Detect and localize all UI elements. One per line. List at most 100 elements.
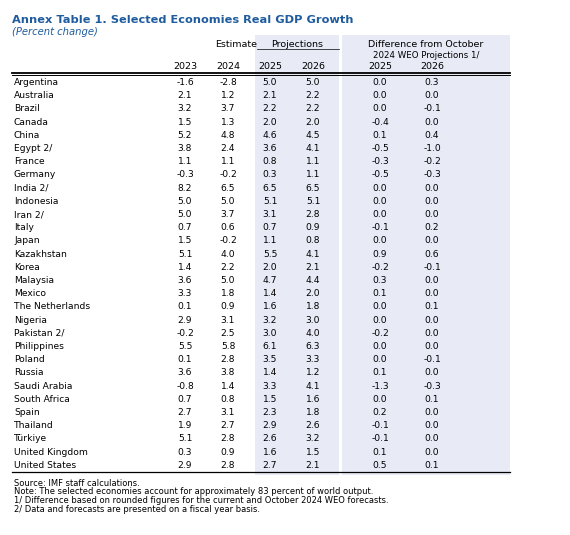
Text: 4.5: 4.5 bbox=[306, 131, 320, 140]
Text: 0.0: 0.0 bbox=[425, 369, 439, 377]
Text: -0.3: -0.3 bbox=[176, 171, 194, 179]
Bar bbox=[255, 35, 339, 475]
Text: 5.8: 5.8 bbox=[221, 342, 235, 351]
Text: 5.0: 5.0 bbox=[263, 78, 277, 87]
Text: 0.7: 0.7 bbox=[263, 223, 277, 232]
Text: Brazil: Brazil bbox=[14, 104, 40, 113]
Text: 3.5: 3.5 bbox=[263, 355, 277, 364]
Text: 3.6: 3.6 bbox=[178, 369, 192, 377]
Text: 0.0: 0.0 bbox=[425, 184, 439, 193]
Text: 4.1: 4.1 bbox=[306, 144, 320, 153]
Text: -0.3: -0.3 bbox=[371, 157, 389, 166]
Text: 0.0: 0.0 bbox=[425, 329, 439, 338]
Text: (Percent change): (Percent change) bbox=[12, 27, 98, 37]
Text: 0.1: 0.1 bbox=[178, 355, 192, 364]
Text: 0.7: 0.7 bbox=[178, 395, 192, 404]
Text: 3.1: 3.1 bbox=[263, 210, 277, 219]
Text: 0.7: 0.7 bbox=[178, 223, 192, 232]
Text: 1.4: 1.4 bbox=[263, 369, 277, 377]
Text: 4.0: 4.0 bbox=[306, 329, 320, 338]
Text: 2.2: 2.2 bbox=[306, 104, 320, 113]
Text: Note: The selected economies account for approximately 83 percent of world outpu: Note: The selected economies account for… bbox=[14, 487, 373, 496]
Text: 2.2: 2.2 bbox=[221, 263, 235, 272]
Text: 0.3: 0.3 bbox=[425, 78, 439, 87]
Text: 0.9: 0.9 bbox=[373, 250, 387, 258]
Text: 5.1: 5.1 bbox=[178, 250, 192, 258]
Text: 2.1: 2.1 bbox=[263, 91, 277, 100]
Text: 0.4: 0.4 bbox=[425, 131, 439, 140]
Text: 0.0: 0.0 bbox=[425, 118, 439, 127]
Text: 1.8: 1.8 bbox=[306, 302, 320, 311]
Text: -0.2: -0.2 bbox=[423, 157, 441, 166]
Text: Malaysia: Malaysia bbox=[14, 276, 54, 285]
Text: China: China bbox=[14, 131, 40, 140]
Text: 2.8: 2.8 bbox=[306, 210, 320, 219]
Text: Australia: Australia bbox=[14, 91, 55, 100]
Text: 5.5: 5.5 bbox=[178, 342, 192, 351]
Text: -0.2: -0.2 bbox=[219, 171, 237, 179]
Text: 2.9: 2.9 bbox=[178, 316, 192, 325]
Text: 3.7: 3.7 bbox=[221, 104, 235, 113]
Text: 2.4: 2.4 bbox=[221, 144, 235, 153]
Text: 0.6: 0.6 bbox=[425, 250, 439, 258]
Text: 0.0: 0.0 bbox=[373, 184, 387, 193]
Text: 8.2: 8.2 bbox=[178, 184, 192, 193]
Text: 4.4: 4.4 bbox=[306, 276, 320, 285]
Text: 2024 WEO Projections 1/: 2024 WEO Projections 1/ bbox=[373, 51, 479, 60]
Text: 0.0: 0.0 bbox=[373, 91, 387, 100]
Text: -0.1: -0.1 bbox=[371, 223, 389, 232]
Text: Indonesia: Indonesia bbox=[14, 197, 59, 206]
Text: 3.7: 3.7 bbox=[221, 210, 235, 219]
Text: 6.5: 6.5 bbox=[221, 184, 235, 193]
Text: 3.2: 3.2 bbox=[263, 316, 277, 325]
Text: 2023: 2023 bbox=[173, 62, 197, 71]
Text: Thailand: Thailand bbox=[14, 421, 54, 430]
Text: 1.5: 1.5 bbox=[178, 118, 192, 127]
Text: 4.6: 4.6 bbox=[263, 131, 278, 140]
Text: 3.2: 3.2 bbox=[178, 104, 192, 113]
Text: 1.8: 1.8 bbox=[221, 289, 235, 298]
Text: 2.2: 2.2 bbox=[263, 104, 278, 113]
Text: 2.5: 2.5 bbox=[221, 329, 235, 338]
Text: 0.0: 0.0 bbox=[425, 448, 439, 456]
Text: 5.0: 5.0 bbox=[178, 197, 192, 206]
Text: 3.8: 3.8 bbox=[178, 144, 192, 153]
Text: 2.7: 2.7 bbox=[221, 421, 235, 430]
Text: 2.9: 2.9 bbox=[263, 421, 277, 430]
Text: -0.3: -0.3 bbox=[423, 381, 441, 391]
Text: 1/ Difference based on rounded figures for the current and October 2024 WEO fore: 1/ Difference based on rounded figures f… bbox=[14, 496, 389, 505]
Text: 0.1: 0.1 bbox=[373, 289, 387, 298]
Text: 0.0: 0.0 bbox=[425, 316, 439, 325]
Text: 2.3: 2.3 bbox=[263, 408, 277, 417]
Text: 1.5: 1.5 bbox=[178, 236, 192, 246]
Text: -0.2: -0.2 bbox=[176, 329, 194, 338]
Text: 1.5: 1.5 bbox=[263, 395, 277, 404]
Text: 1.6: 1.6 bbox=[306, 395, 320, 404]
Text: 3.0: 3.0 bbox=[263, 329, 277, 338]
Text: 1.8: 1.8 bbox=[306, 408, 320, 417]
Text: -2.8: -2.8 bbox=[219, 78, 237, 87]
Text: 0.8: 0.8 bbox=[263, 157, 277, 166]
Text: 1.1: 1.1 bbox=[178, 157, 192, 166]
Text: 0.8: 0.8 bbox=[306, 236, 320, 246]
Text: Annex Table 1. Selected Economies Real GDP Growth: Annex Table 1. Selected Economies Real G… bbox=[12, 15, 353, 25]
Text: 0.0: 0.0 bbox=[425, 434, 439, 444]
Text: 3.6: 3.6 bbox=[263, 144, 277, 153]
Text: 2.8: 2.8 bbox=[221, 461, 235, 470]
Text: Estimate: Estimate bbox=[215, 40, 257, 49]
Text: 2025: 2025 bbox=[368, 62, 392, 71]
Text: 0.0: 0.0 bbox=[373, 302, 387, 311]
Text: 2.6: 2.6 bbox=[306, 421, 320, 430]
Text: 2026: 2026 bbox=[301, 62, 325, 71]
Text: 0.0: 0.0 bbox=[373, 355, 387, 364]
Text: 4.1: 4.1 bbox=[306, 381, 320, 391]
Text: 0.0: 0.0 bbox=[373, 210, 387, 219]
Text: India 2/: India 2/ bbox=[14, 184, 48, 193]
Text: -0.3: -0.3 bbox=[423, 171, 441, 179]
Text: 2.9: 2.9 bbox=[178, 461, 192, 470]
Text: Russia: Russia bbox=[14, 369, 44, 377]
Text: -0.4: -0.4 bbox=[371, 118, 389, 127]
Text: 2.0: 2.0 bbox=[263, 263, 278, 272]
Text: 3.6: 3.6 bbox=[178, 276, 192, 285]
Text: 3.8: 3.8 bbox=[221, 369, 235, 377]
